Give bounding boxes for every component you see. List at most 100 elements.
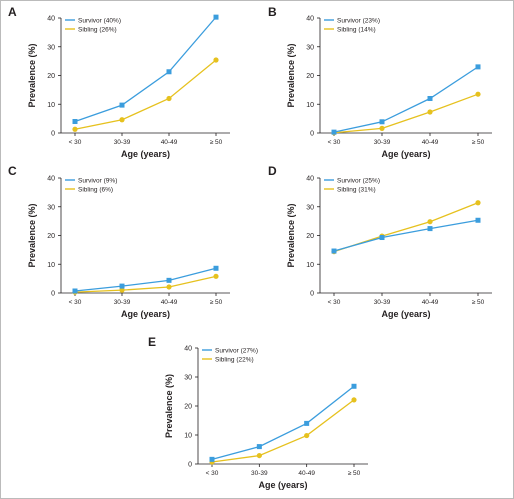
data-point-survivor <box>119 283 125 289</box>
data-point-sibling <box>256 452 262 459</box>
legend-label: Sibling (14%) <box>337 26 376 33</box>
y-tick-label: 10 <box>306 262 314 269</box>
x-tick-label: 30-39 <box>114 139 131 146</box>
panel-label: C <box>8 164 17 178</box>
chart-panel-a: A 0 10 20 30 40 < 30 30-39 40-49 ≥ 50 Age (years) P… <box>8 5 230 159</box>
series-line-survivor <box>74 267 217 292</box>
x-tick-label: ≥ 50 <box>472 139 485 146</box>
y-tick-label: 0 <box>310 131 314 138</box>
data-point-survivor <box>379 235 385 241</box>
y-axis-title: Prevalence (%) <box>286 43 296 107</box>
data-point-sibling <box>213 273 219 279</box>
y-tick-label: 30 <box>184 375 192 382</box>
data-point-survivor <box>304 420 310 426</box>
data-point-survivor <box>331 129 337 135</box>
data-point-survivor <box>166 277 172 283</box>
legend-label: Sibling (26%) <box>78 26 117 33</box>
x-tick-label: < 30 <box>69 299 82 306</box>
legend-label: Survivor (27%) <box>215 347 258 354</box>
data-point-survivor <box>256 444 262 450</box>
data-point-sibling <box>475 200 481 206</box>
x-tick-label: 40-49 <box>161 139 178 146</box>
chart-panel-d: D 0 10 20 30 40 < 30 30-39 40-49 ≥ 50 Age (years) P… <box>268 164 492 319</box>
x-tick-label: 30-39 <box>251 470 268 477</box>
data-point-survivor <box>119 102 125 108</box>
x-tick-label: ≥ 50 <box>472 299 485 306</box>
y-tick-label: 40 <box>47 16 55 23</box>
y-tick-label: 0 <box>51 131 55 138</box>
y-tick-label: 30 <box>47 44 55 51</box>
legend-label: Survivor (9%) <box>78 177 117 184</box>
x-axis-title: Age (years) <box>258 480 307 490</box>
y-tick-label: 10 <box>47 102 55 109</box>
panel-label: E <box>148 335 156 349</box>
y-tick-label: 30 <box>47 204 55 211</box>
data-point-sibling <box>379 125 385 131</box>
y-axis-title: Prevalence (%) <box>164 374 174 438</box>
data-point-survivor <box>427 226 433 232</box>
data-point-sibling <box>166 95 172 102</box>
data-point-survivor <box>72 288 78 294</box>
chart-panel-c: C 0 10 20 30 40 < 30 30-39 40-49 ≥ 50 Age (years) P… <box>8 164 230 319</box>
x-axis-title: Age (years) <box>121 309 170 319</box>
y-tick-label: 40 <box>47 176 55 183</box>
y-tick-label: 30 <box>306 204 314 211</box>
data-point-survivor <box>213 265 219 271</box>
data-point-sibling <box>427 109 433 115</box>
y-tick-label: 20 <box>306 233 314 240</box>
chart-panel-b: B 0 10 20 30 40 < 30 30-39 40-49 ≥ 50 Age (years) P… <box>268 5 492 159</box>
y-tick-label: 40 <box>306 16 314 23</box>
y-tick-label: 40 <box>306 176 314 183</box>
x-tick-label: < 30 <box>206 470 219 477</box>
x-tick-label: < 30 <box>328 299 341 306</box>
data-point-sibling <box>304 432 310 439</box>
data-point-survivor <box>475 217 481 223</box>
data-point-survivor <box>475 64 481 70</box>
x-axis-title: Age (years) <box>381 309 430 319</box>
x-tick-label: 30-39 <box>114 299 131 306</box>
data-point-survivor <box>331 248 337 254</box>
y-axis-title: Prevalence (%) <box>27 203 37 267</box>
legend-label: Survivor (23%) <box>337 17 380 24</box>
data-point-survivor <box>427 96 433 101</box>
x-axis-title: Age (years) <box>381 149 430 159</box>
y-axis-title: Prevalence (%) <box>27 43 37 107</box>
x-tick-label: < 30 <box>69 139 82 146</box>
y-tick-label: 10 <box>306 102 314 109</box>
y-tick-label: 20 <box>306 73 314 80</box>
data-point-sibling <box>166 284 172 290</box>
x-tick-label: 40-49 <box>422 299 439 306</box>
y-tick-label: 40 <box>184 346 192 353</box>
data-point-sibling <box>213 57 219 63</box>
data-point-sibling <box>119 117 125 123</box>
data-point-sibling <box>351 397 357 403</box>
data-point-survivor <box>379 119 385 125</box>
y-tick-label: 0 <box>51 291 55 298</box>
series-line-sibling <box>74 59 217 130</box>
series-line-sibling <box>74 275 217 293</box>
x-tick-label: < 30 <box>328 139 341 146</box>
legend-label: Sibling (6%) <box>78 186 113 193</box>
legend-label: Sibling (22%) <box>215 356 254 363</box>
x-tick-label: 40-49 <box>422 139 439 146</box>
series-line-survivor <box>211 385 355 460</box>
y-tick-label: 10 <box>47 262 55 269</box>
y-tick-label: 20 <box>184 404 192 411</box>
data-point-sibling <box>119 287 125 293</box>
series-line-survivor <box>333 66 479 133</box>
y-tick-label: 20 <box>47 233 55 240</box>
legend-label: Sibling (31%) <box>337 186 376 193</box>
legend-label: Survivor (40%) <box>78 17 121 24</box>
series-line-survivor <box>333 219 479 252</box>
chart-panel-e: E 0 10 20 30 40 < 30 30-39 40-49 ≥ 50 Age (years) P… <box>148 335 368 490</box>
x-tick-label: 30-39 <box>374 139 391 146</box>
x-tick-label: ≥ 50 <box>210 299 223 306</box>
y-tick-label: 10 <box>184 433 192 440</box>
data-point-survivor <box>209 456 215 462</box>
x-tick-label: 40-49 <box>298 470 315 477</box>
panel-label: D <box>268 164 277 178</box>
panel-label: A <box>8 5 17 19</box>
data-point-survivor <box>351 383 357 389</box>
